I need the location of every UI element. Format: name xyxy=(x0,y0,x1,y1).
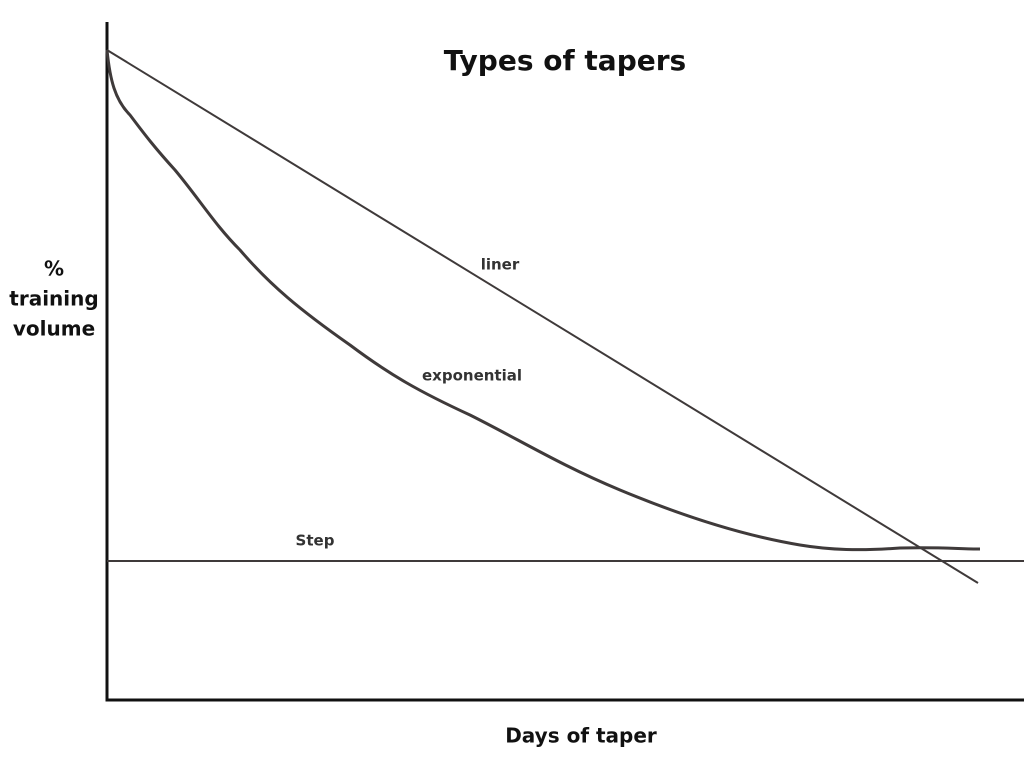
linear-taper-line xyxy=(106,49,979,584)
y-axis-label: % xyxy=(44,257,64,281)
curve-label: liner xyxy=(481,256,520,274)
x-axis-label: Days of taper xyxy=(505,724,657,748)
y-axis-label: volume xyxy=(13,317,95,341)
title: Types of tapers xyxy=(444,44,686,77)
exponential-taper-curve xyxy=(105,49,981,552)
y-axis-label: training xyxy=(9,287,98,311)
axes xyxy=(105,22,1024,702)
curve-label: Step xyxy=(296,532,335,550)
curve-label: exponential xyxy=(422,367,522,385)
